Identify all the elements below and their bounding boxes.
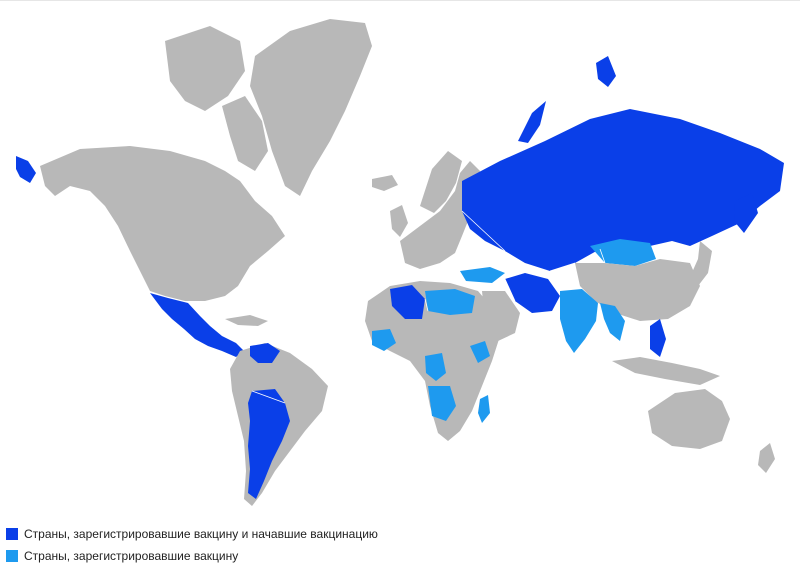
land-mongolia — [590, 239, 656, 266]
land-severnaya-zemlya — [596, 56, 616, 87]
land-iceland — [372, 175, 398, 191]
legend-item-registered-and-vaccinating: Страны, зарегистрировавшие вакцину и нач… — [6, 525, 378, 543]
land-madagascar — [478, 395, 490, 423]
land-caribbean — [225, 315, 268, 326]
legend-label: Страны, зарегистрировавшие вакцину — [24, 549, 239, 563]
land-myanmar-vietnam — [600, 303, 625, 341]
world-map — [0, 0, 800, 506]
land-canada-arctic — [165, 26, 245, 111]
land-india — [560, 289, 598, 353]
legend-swatch-light-blue — [6, 550, 18, 562]
land-mexico — [150, 293, 244, 357]
map-legend: Страны, зарегистрировавшие вакцину и нач… — [6, 525, 378, 569]
land-congo — [425, 353, 446, 381]
legend-label: Страны, зарегистрировавшие вакцину и нач… — [24, 527, 378, 541]
land-philippines — [650, 319, 666, 357]
land-greenland — [250, 19, 372, 196]
land-bolivia-argentina — [248, 389, 290, 499]
land-ethiopia — [470, 341, 490, 363]
land-novaya-zemlya — [518, 101, 546, 143]
land-europe — [400, 161, 480, 269]
land-iran-pakistan — [505, 273, 560, 313]
legend-item-registered: Страны, зарегистрировавшие вакцину — [6, 547, 378, 565]
world-map-svg — [16, 19, 784, 506]
land-japan — [690, 241, 712, 286]
border-lines — [251, 210, 606, 404]
land-turkey — [460, 267, 505, 283]
land-libya-egypt — [425, 289, 475, 315]
land-scandinavia — [420, 151, 462, 213]
land-algeria — [390, 285, 425, 319]
land-alaska-tip — [16, 156, 36, 183]
land-uk — [390, 205, 408, 237]
legend-swatch-dark-blue — [6, 528, 18, 540]
land-indonesia — [612, 357, 720, 385]
land-new-zealand — [758, 443, 775, 473]
land-australia — [648, 389, 730, 449]
land-venezuela — [250, 343, 280, 363]
land-north-america — [40, 146, 285, 301]
land-angola-zambia — [428, 386, 456, 421]
land-west-africa — [372, 329, 396, 351]
land-kamchatka — [734, 193, 758, 233]
land-russia — [462, 109, 784, 271]
land-baffin — [222, 96, 268, 171]
